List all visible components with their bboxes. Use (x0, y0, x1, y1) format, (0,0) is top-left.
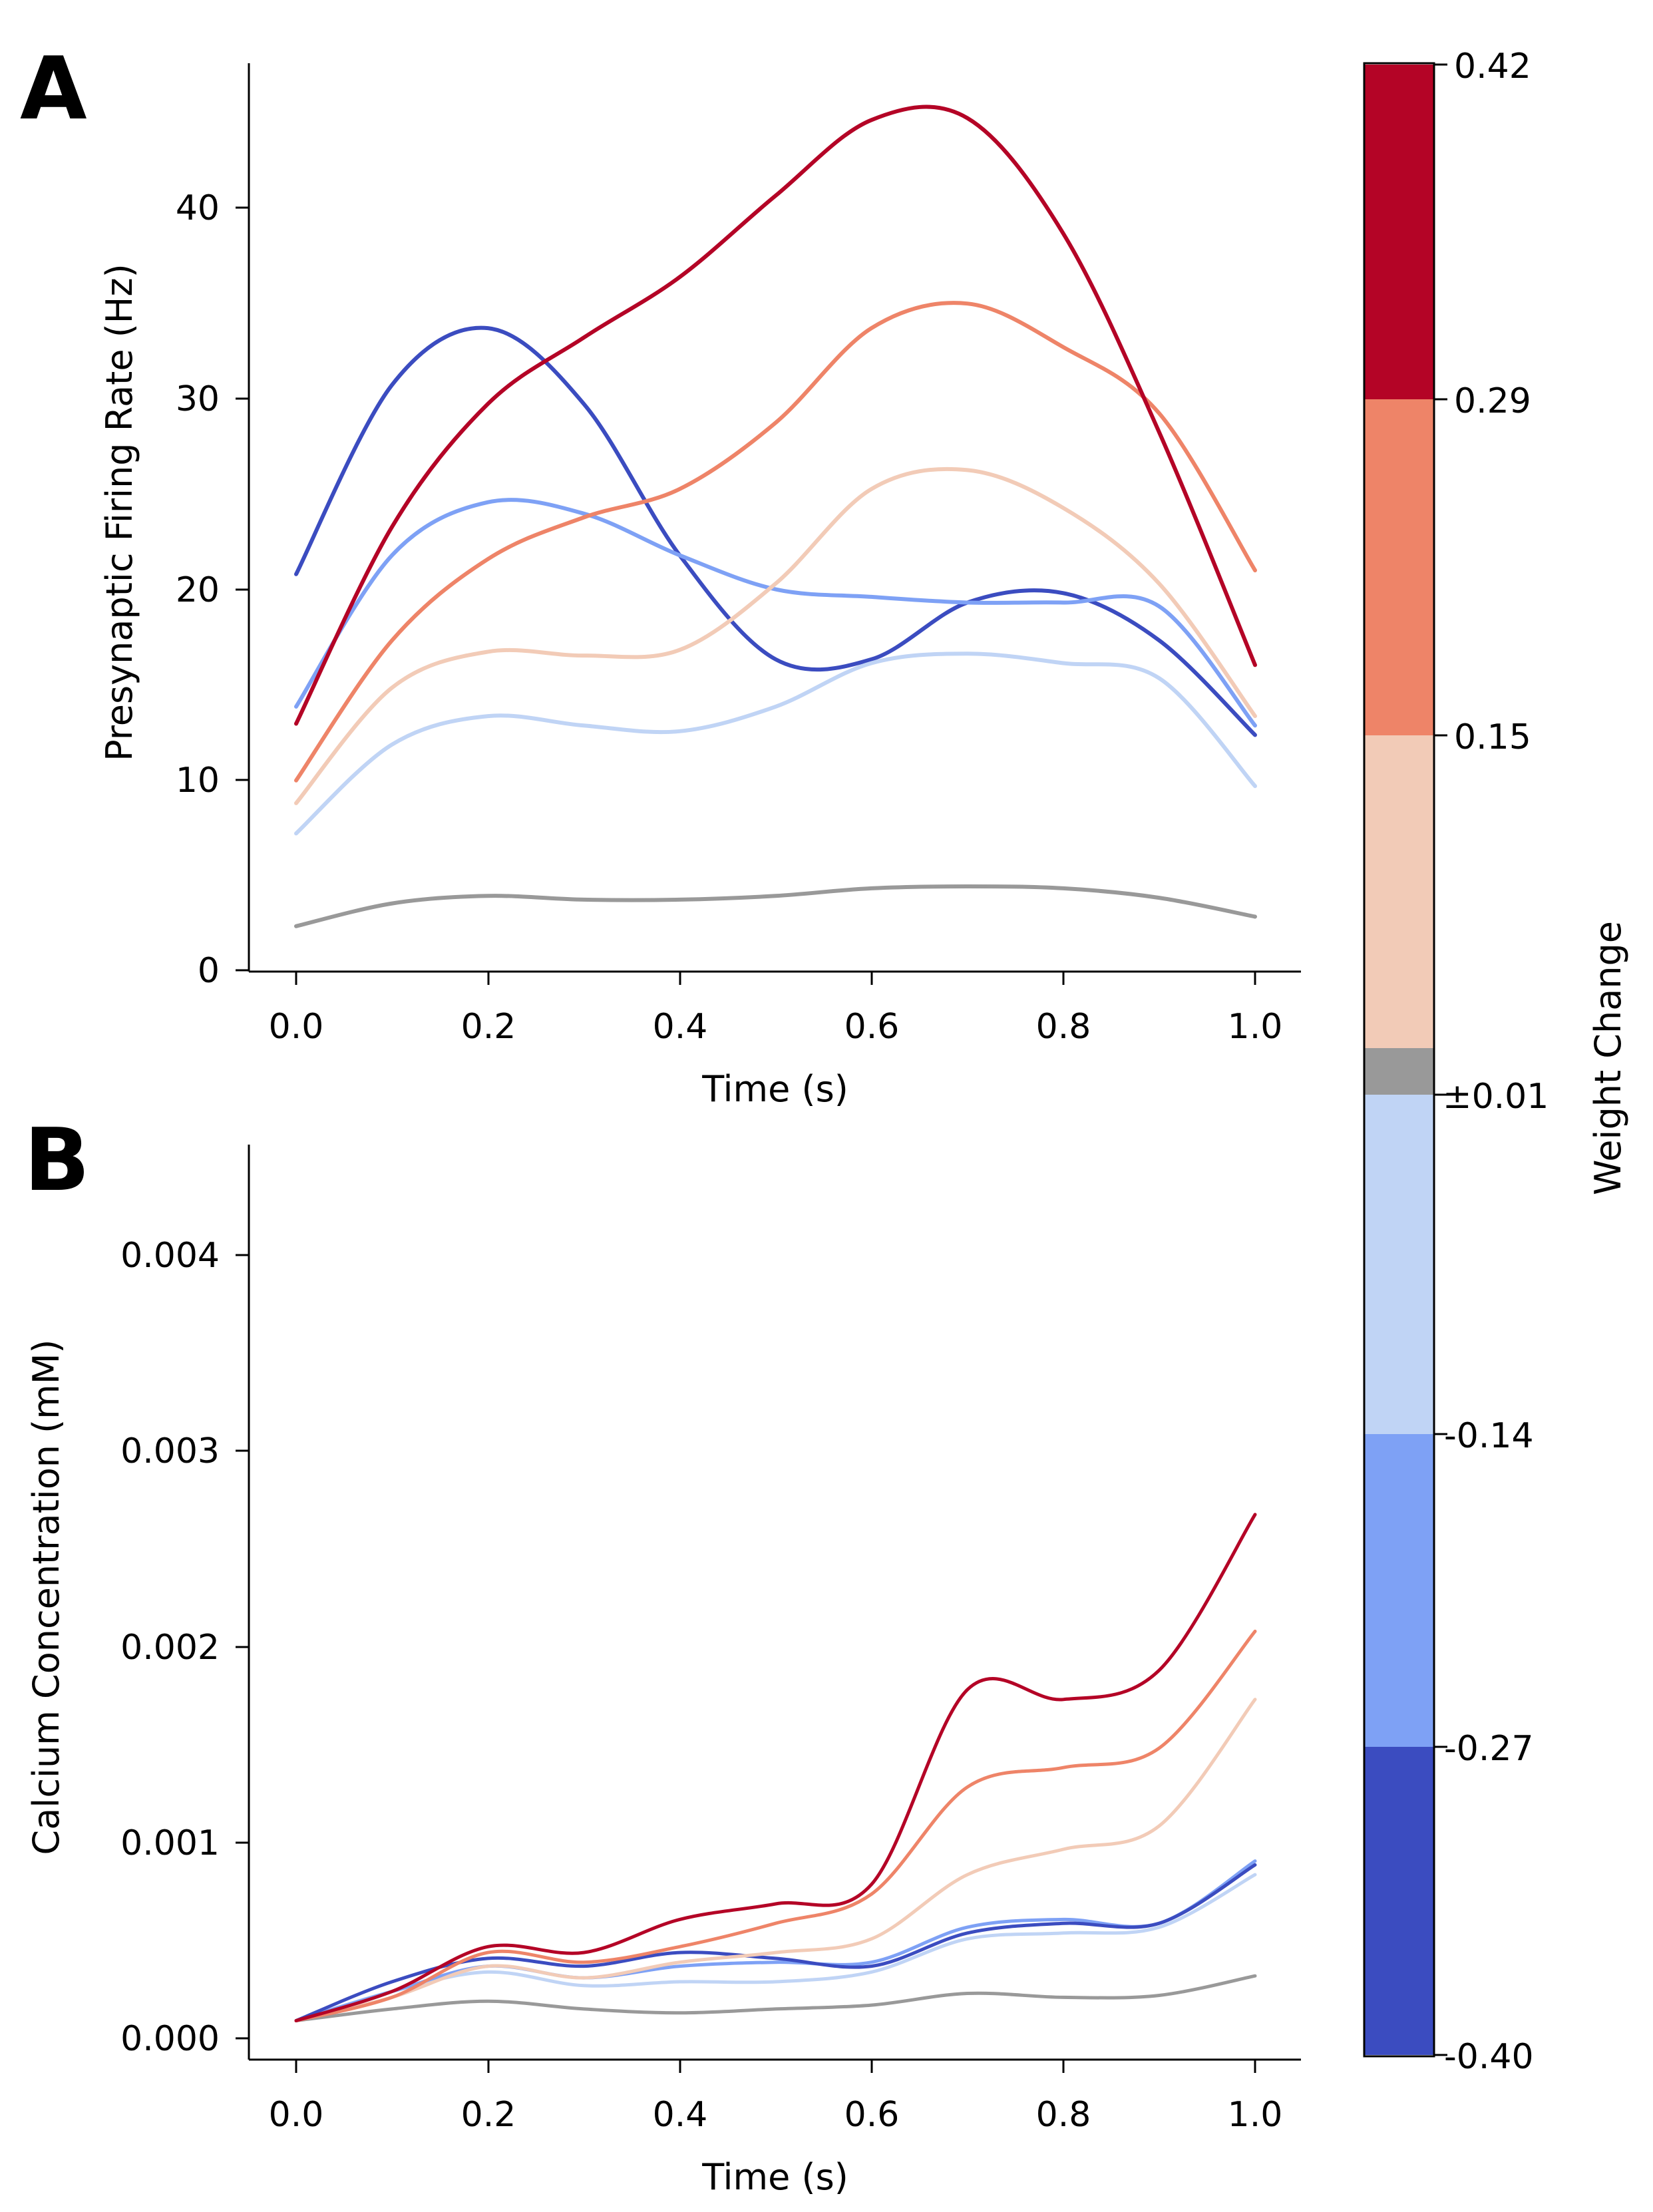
colorbar-tick-label: -0.40 (1444, 2037, 1534, 2077)
panel-b-xticks: 0.0 0.2 0.4 0.6 0.8 1.0 (269, 2060, 1283, 2135)
panel-a-series (294, 104, 1257, 928)
colorbar-bin (1364, 1747, 1434, 2055)
panel-a-ytick-label: 0 (198, 951, 220, 991)
panel-a-xtick-label: 0.0 (269, 1007, 324, 1047)
series-line-light-blue (294, 1873, 1257, 2022)
panel-a-xtick-label: 0.4 (653, 1007, 708, 1047)
panel-a-xtick-label: 0.2 (461, 1007, 516, 1047)
colorbar-label: Weight Change (1587, 921, 1629, 1195)
panel-a-xticks: 0.0 0.2 0.4 0.6 0.8 1.0 (269, 972, 1283, 1047)
series-line-grey (294, 1974, 1257, 2022)
panel-a-xtick-label: 1.0 (1228, 1007, 1283, 1047)
colorbar-bins (1364, 65, 1434, 2055)
series-line-mid-blue (294, 498, 1257, 728)
panel-b-xtick-label: 0.8 (1036, 2095, 1091, 2135)
panel-b-ytick-label: 0.000 (120, 2019, 220, 2059)
colorbar-bin (1364, 735, 1434, 1048)
series-line-grey (294, 884, 1257, 928)
colorbar-tick-label: ±0.01 (1443, 1077, 1549, 1117)
colorbar-frame (1363, 62, 1435, 2058)
panel-a-ytick-label: 40 (176, 188, 220, 228)
panel-b-xtick-label: 0.4 (653, 2095, 708, 2135)
panel-b-xtick-label: 1.0 (1228, 2095, 1283, 2135)
panel-a-ytick-label: 30 (176, 379, 220, 419)
colorbar-ticks: 0.42 0.29 0.15 ±0.01 -0.14 -0.27 -0.40 (1434, 47, 1549, 2077)
colorbar-tick-label: -0.14 (1444, 1416, 1534, 1456)
panel-a-letter: A (20, 38, 87, 139)
panel-a-xlabel: Time (s) (701, 1068, 848, 1110)
panel-b-xlabel: Time (s) (701, 2156, 848, 2198)
panel-b-ylabel: Calcium Concentration (mM) (25, 1340, 67, 1855)
colorbar-bin (1364, 399, 1434, 735)
panel-b-ytick-label: 0.003 (120, 1431, 220, 1471)
panel-b-xtick-label: 0.6 (844, 2095, 900, 2135)
series-line-dark-red (294, 104, 1257, 726)
colorbar-tick-label: 0.29 (1454, 381, 1531, 421)
panel-b-series (294, 1513, 1257, 2022)
panel-b-yticks: 0.000 0.001 0.002 0.003 0.004 (120, 1236, 249, 2059)
colorbar-tick-label: 0.42 (1454, 47, 1531, 87)
series-line-dark-red (294, 1513, 1257, 2022)
series-line-dark-blue (294, 325, 1257, 737)
series-line-light-blue (294, 651, 1257, 836)
series-line-light-red (294, 466, 1257, 805)
series-line-light-red (294, 1698, 1257, 2022)
colorbar-bin (1364, 1095, 1434, 1434)
colorbar-tick-label: -0.27 (1444, 1729, 1534, 1769)
colorbar: 0.42 0.29 0.15 ±0.01 -0.14 -0.27 -0.40 W… (1363, 47, 1629, 2077)
panel-a-xtick-label: 0.6 (844, 1007, 900, 1047)
panel-a-ylabel: Presynaptic Firing Rate (Hz) (98, 264, 140, 761)
colorbar-bin (1364, 65, 1434, 399)
panel-b-xtick-label: 0.2 (461, 2095, 516, 2135)
series-line-mid-red (294, 1629, 1257, 2022)
colorbar-tick-label: 0.15 (1454, 717, 1531, 757)
panel-a-chart: 0 10 20 30 40 0.0 0.2 0.4 0.6 0.8 1.0 Ti… (98, 63, 1301, 1110)
panel-a-ytick-label: 20 (176, 570, 220, 610)
panel-b-ytick-label: 0.004 (120, 1236, 220, 1276)
panel-b-chart: 0.000 0.001 0.002 0.003 0.004 0.0 0.2 0.… (25, 1145, 1301, 2198)
series-line-mid-red (294, 301, 1257, 783)
colorbar-bin (1364, 1434, 1434, 1747)
panel-b-xtick-label: 0.0 (269, 2095, 324, 2135)
panel-a-ytick-label: 10 (176, 761, 220, 801)
colorbar-bin (1364, 1048, 1434, 1095)
panel-a-yticks: 0 10 20 30 40 (176, 188, 249, 991)
panel-b-letter: B (24, 1109, 90, 1210)
panel-b-ytick-label: 0.001 (120, 1823, 220, 1863)
panel-b-ytick-label: 0.002 (120, 1628, 220, 1668)
panel-a-xtick-label: 0.8 (1036, 1007, 1091, 1047)
